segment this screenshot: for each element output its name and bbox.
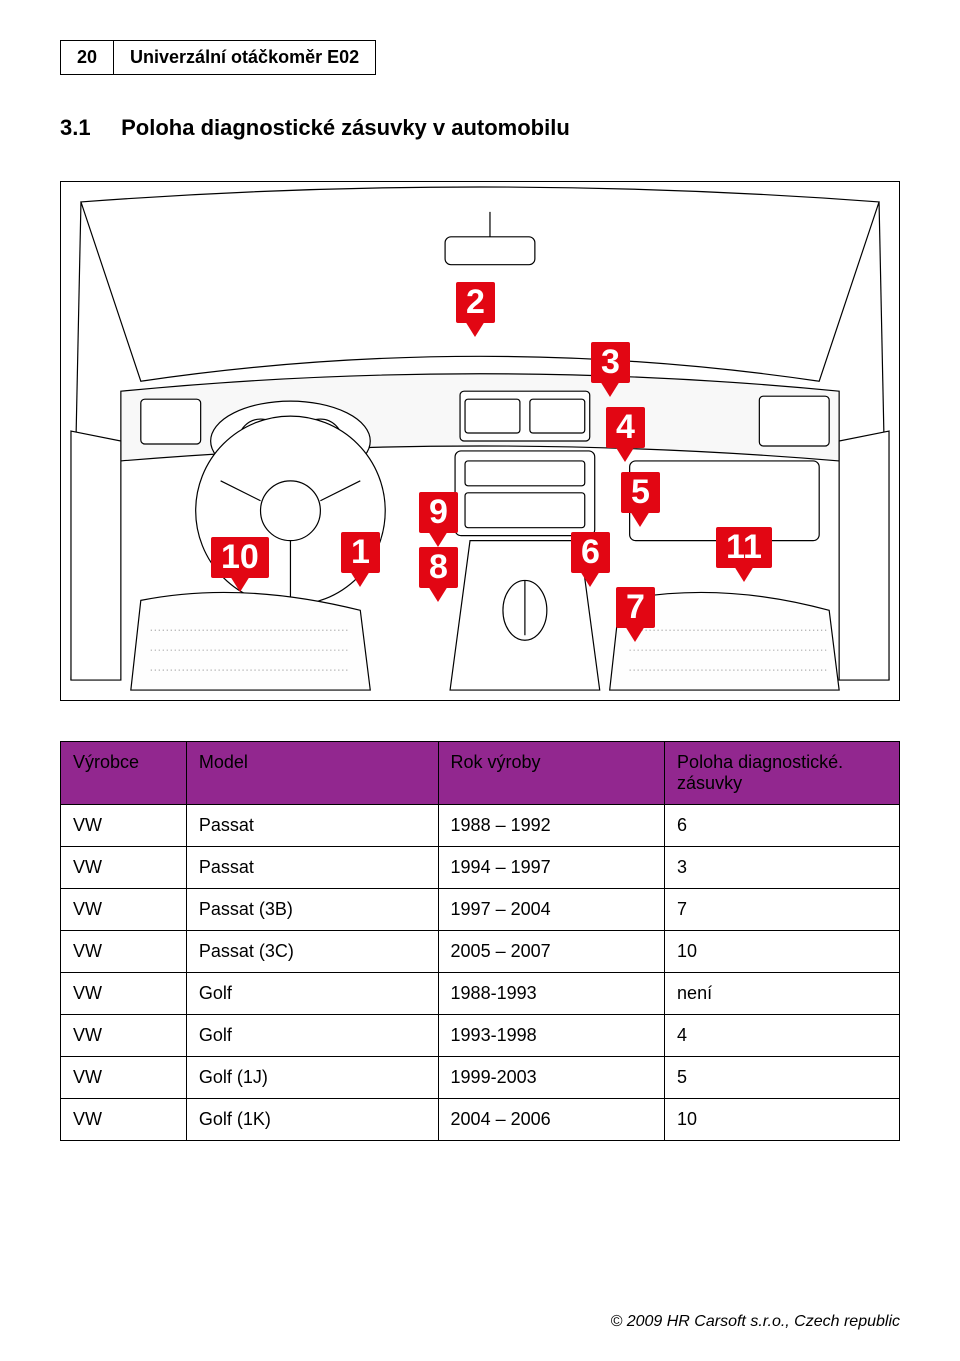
page-header: 20 Univerzální otáčkoměr E02 [60, 40, 376, 75]
table-cell: VW [61, 931, 187, 973]
callout-3: 3 [591, 342, 630, 383]
table-cell: 10 [665, 1099, 900, 1141]
section-heading: 3.1 Poloha diagnostické zásuvky v automo… [60, 115, 900, 141]
callout-8: 8 [419, 547, 458, 588]
table-header-row: VýrobceModelRok výrobyPoloha diagnostick… [61, 742, 900, 805]
col-header: Výrobce [61, 742, 187, 805]
table-cell: Passat [186, 805, 438, 847]
table-cell: Golf [186, 1015, 438, 1057]
table-cell: 5 [665, 1057, 900, 1099]
table-cell: není [665, 973, 900, 1015]
dashboard-diagram: 10 19 8 2 3 4 567 11 [60, 181, 900, 701]
section-title: Poloha diagnostické zásuvky v automobilu [121, 115, 570, 140]
callout-5: 5 [621, 472, 660, 513]
table-body: VWPassat1988 – 19926VWPassat1994 – 19973… [61, 805, 900, 1141]
table-cell: VW [61, 1057, 187, 1099]
vehicle-table: VýrobceModelRok výrobyPoloha diagnostick… [60, 741, 900, 1141]
table-row: VWPassat1988 – 19926 [61, 805, 900, 847]
table-cell: 3 [665, 847, 900, 889]
table-cell: 6 [665, 805, 900, 847]
table-row: VWGolf1993-19984 [61, 1015, 900, 1057]
dashboard-sketch [61, 182, 899, 700]
table-cell: Golf (1K) [186, 1099, 438, 1141]
table-cell: 2005 – 2007 [438, 931, 665, 973]
table-cell: VW [61, 805, 187, 847]
table-cell: 7 [665, 889, 900, 931]
table-cell: VW [61, 889, 187, 931]
callout-11: 11 [716, 527, 772, 568]
table-cell: Golf (1J) [186, 1057, 438, 1099]
footer-copyright: © 2009 HR Carsoft s.r.o., Czech republic [610, 1313, 900, 1331]
col-header: Rok výroby [438, 742, 665, 805]
table-cell: Passat (3C) [186, 931, 438, 973]
table-cell: Passat [186, 847, 438, 889]
callout-10: 10 [211, 537, 269, 578]
col-header: Model [186, 742, 438, 805]
table-cell: 1999-2003 [438, 1057, 665, 1099]
callout-1: 1 [341, 532, 380, 573]
table-cell: 1994 – 1997 [438, 847, 665, 889]
callout-9: 9 [419, 492, 458, 533]
table-row: VWPassat1994 – 19973 [61, 847, 900, 889]
doc-title: Univerzální otáčkoměr E02 [114, 41, 375, 74]
callout-7: 7 [616, 587, 655, 628]
table-cell: VW [61, 973, 187, 1015]
table-cell: 2004 – 2006 [438, 1099, 665, 1141]
table-cell: 10 [665, 931, 900, 973]
callout-2: 2 [456, 282, 495, 323]
table-cell: 1988 – 1992 [438, 805, 665, 847]
table-cell: 4 [665, 1015, 900, 1057]
table-row: VWPassat (3C)2005 – 200710 [61, 931, 900, 973]
table-cell: Golf [186, 973, 438, 1015]
table-cell: VW [61, 847, 187, 889]
table-cell: 1997 – 2004 [438, 889, 665, 931]
table-cell: 1988-1993 [438, 973, 665, 1015]
table-row: VWGolf1988-1993není [61, 973, 900, 1015]
table-row: VWPassat (3B)1997 – 20047 [61, 889, 900, 931]
callout-6: 6 [571, 532, 610, 573]
page-number: 20 [61, 41, 114, 74]
table-row: VWGolf (1J)1999-20035 [61, 1057, 900, 1099]
col-header: Poloha diagnostické. zásuvky [665, 742, 900, 805]
table-cell: VW [61, 1099, 187, 1141]
table-cell: 1993-1998 [438, 1015, 665, 1057]
section-number: 3.1 [60, 115, 115, 141]
table-row: VWGolf (1K)2004 – 200610 [61, 1099, 900, 1141]
callout-4: 4 [606, 407, 645, 448]
table-cell: Passat (3B) [186, 889, 438, 931]
table-cell: VW [61, 1015, 187, 1057]
